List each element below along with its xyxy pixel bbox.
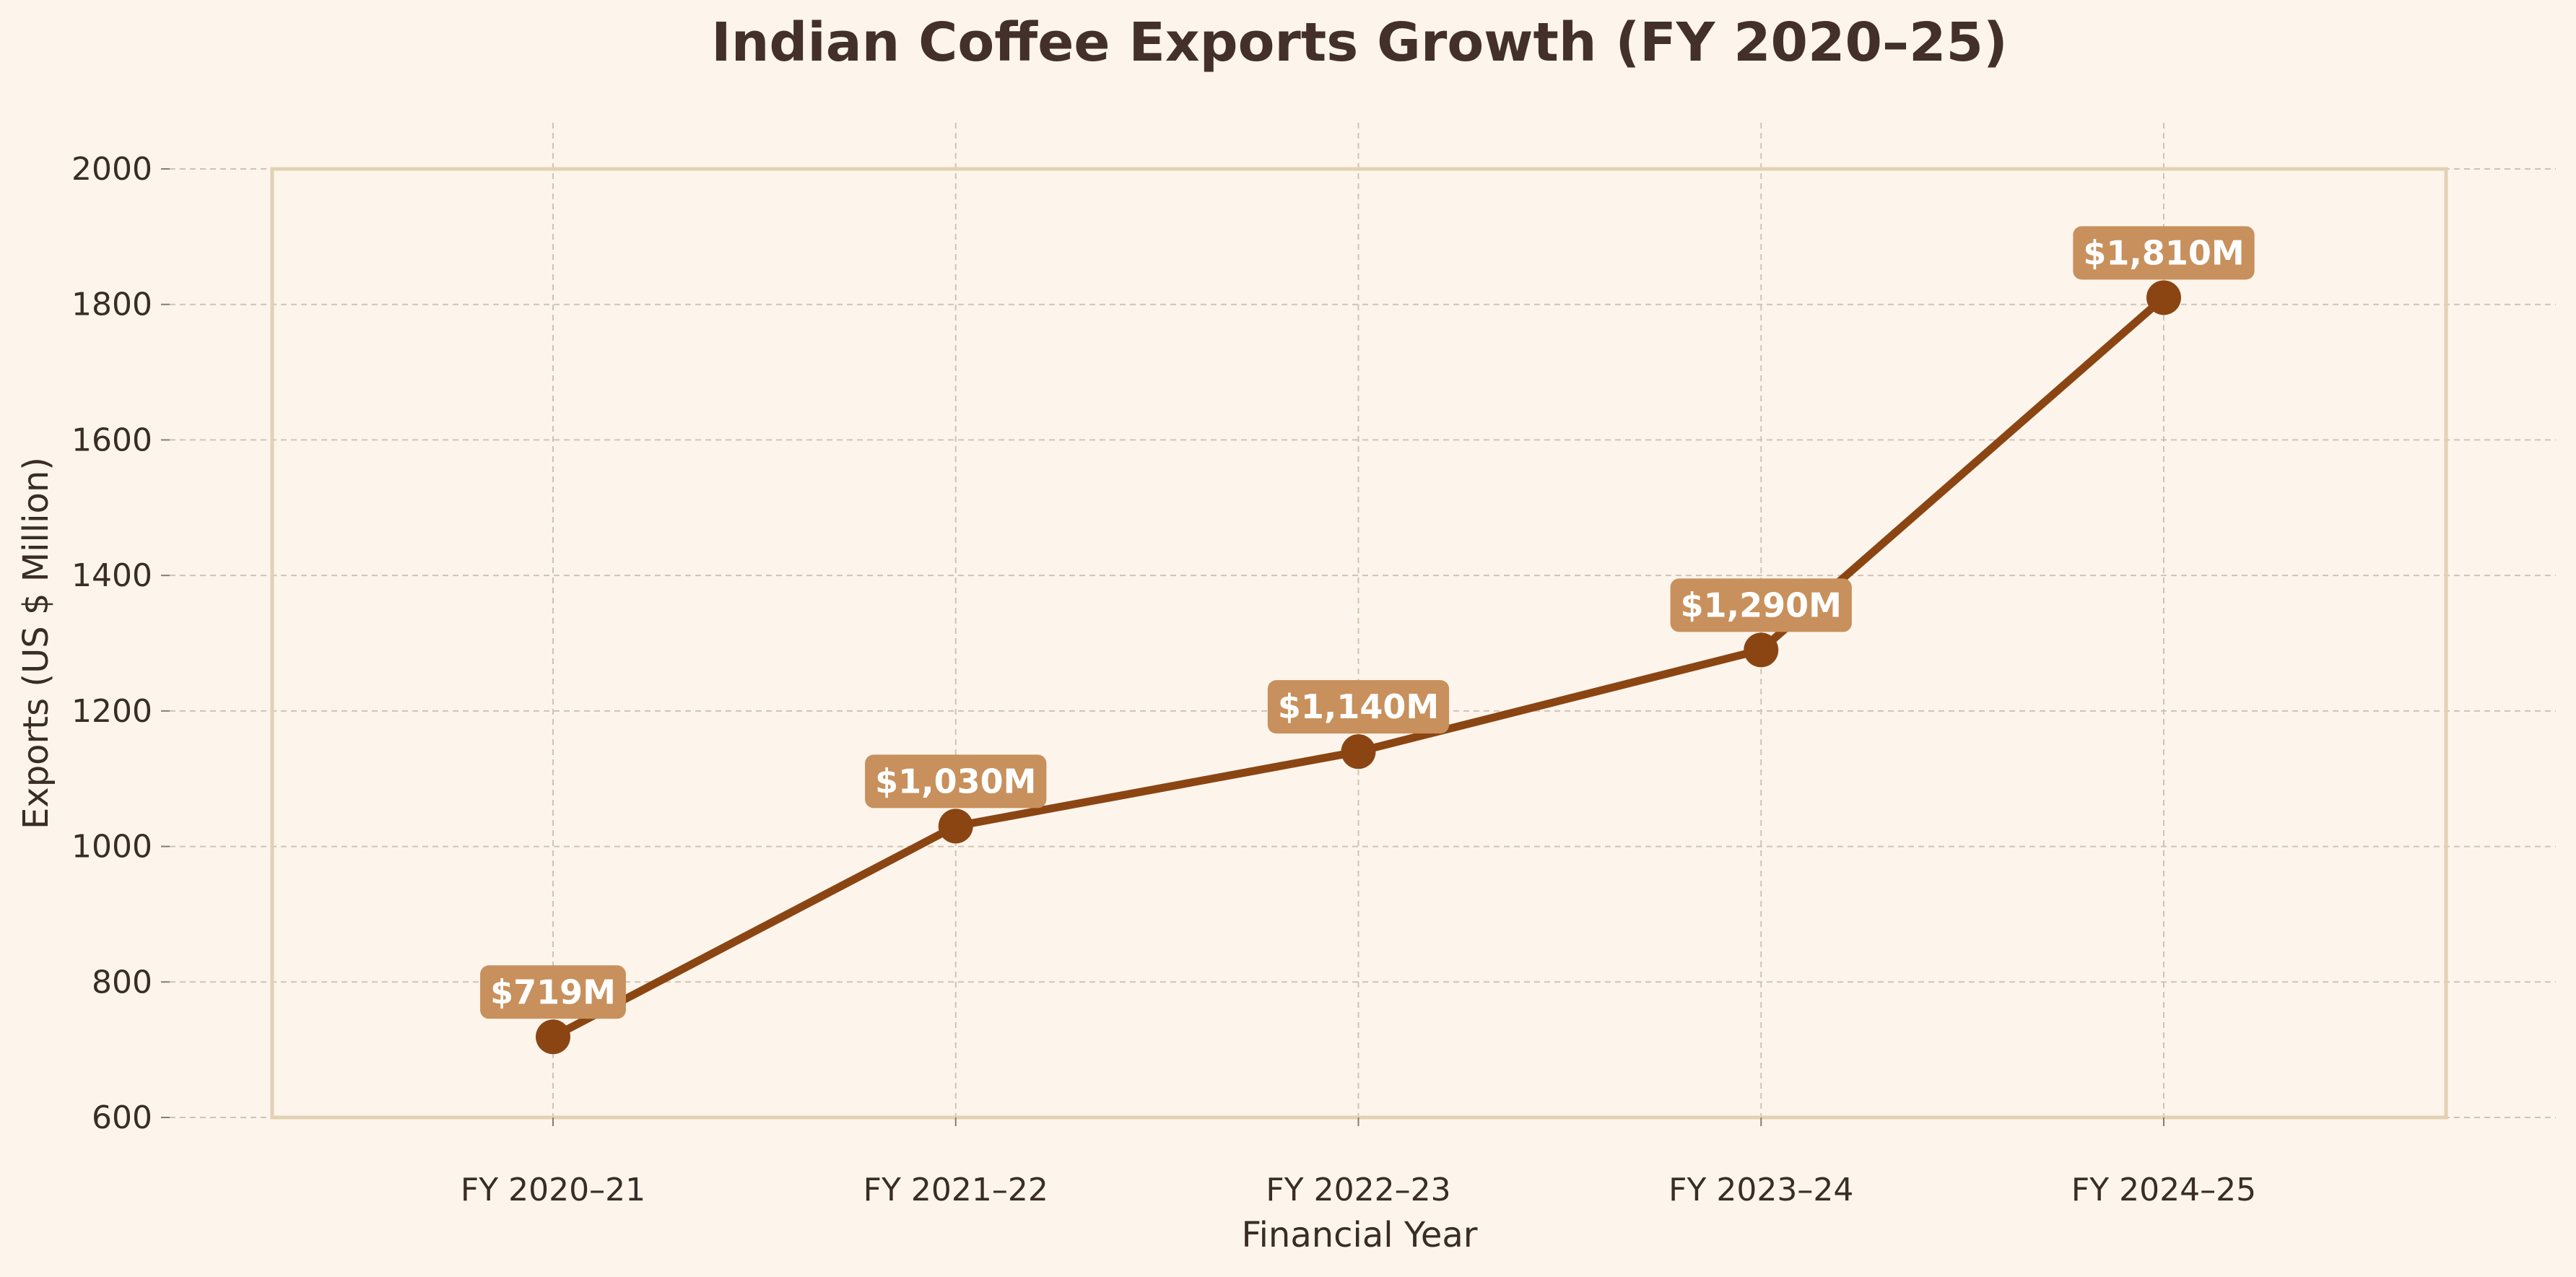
y-tick-label: 1000 bbox=[71, 829, 152, 866]
data-label-text: $1,810M bbox=[2083, 233, 2244, 272]
data-point-marker bbox=[938, 809, 973, 844]
y-tick-label: 1400 bbox=[71, 557, 152, 594]
data-point-marker bbox=[1341, 734, 1376, 770]
y-axis-title: Exports (US $ Million) bbox=[16, 457, 56, 829]
data-label: $1,290M bbox=[1670, 578, 1852, 632]
data-label-box bbox=[480, 965, 626, 1019]
data-label: $719M bbox=[480, 965, 626, 1019]
x-tick-label: FY 2021–22 bbox=[863, 1172, 1048, 1208]
data-label-box bbox=[865, 754, 1047, 809]
data-label: $1,810M bbox=[2073, 226, 2255, 280]
y-tick-label: 800 bbox=[92, 964, 152, 1001]
data-label-box bbox=[2073, 226, 2255, 280]
data-point-marker bbox=[536, 1019, 570, 1055]
data-label: $1,140M bbox=[1267, 680, 1450, 734]
x-tick-label: FY 2022–23 bbox=[1266, 1172, 1450, 1208]
x-tick-label: FY 2020–21 bbox=[461, 1172, 645, 1208]
x-tick-label: FY 2023–24 bbox=[1668, 1172, 1853, 1208]
data-label: $1,030M bbox=[865, 754, 1047, 809]
data-label-text: $719M bbox=[490, 972, 616, 1011]
data-label-layer: $719M $1,030M $1,140M $1,290M $1,810M bbox=[480, 226, 2255, 1019]
data-label-text: $1,140M bbox=[1278, 687, 1439, 726]
data-label-box bbox=[1670, 578, 1852, 632]
y-tick-label: 1800 bbox=[71, 287, 152, 323]
x-tick-label: FY 2024–25 bbox=[2071, 1172, 2256, 1208]
axis-layer: 600 800 1000 1200 1400 1600 1800 2000 FY 2020–21… bbox=[71, 151, 2256, 1208]
data-label-box bbox=[1267, 680, 1450, 734]
x-axis-title: Financial Year bbox=[1241, 1215, 1477, 1255]
data-label-text: $1,030M bbox=[875, 762, 1036, 801]
y-tick-label: 2000 bbox=[71, 151, 152, 188]
y-tick-label: 600 bbox=[92, 1099, 152, 1136]
data-point-marker bbox=[2146, 280, 2181, 315]
y-tick-label: 1600 bbox=[71, 422, 152, 458]
data-label-text: $1,290M bbox=[1681, 585, 1842, 624]
series-layer bbox=[536, 280, 2181, 1055]
chart-title: Indian Coffee Exports Growth (FY 2020–25… bbox=[711, 12, 2008, 74]
y-tick-label: 1200 bbox=[71, 693, 152, 730]
data-point-marker bbox=[1744, 632, 1779, 668]
